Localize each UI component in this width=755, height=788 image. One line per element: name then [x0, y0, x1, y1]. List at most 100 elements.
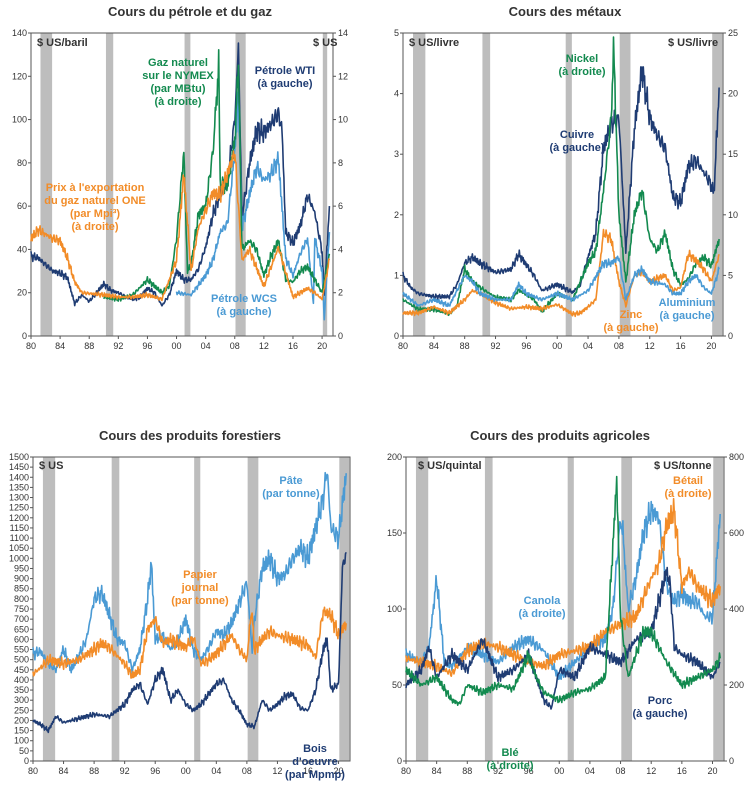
left-tick-label: 150 — [387, 528, 402, 538]
left-tick-label: 100 — [387, 604, 402, 614]
annotation-line: (à gauche) — [632, 708, 687, 720]
recession-band — [413, 33, 426, 336]
annotation-line: (à droite) — [71, 221, 118, 233]
x-tick-label: 00 — [552, 341, 562, 351]
right-tick-label: 5 — [728, 270, 733, 280]
x-tick-label: 88 — [89, 766, 99, 776]
x-tick-label: 92 — [493, 766, 503, 776]
left-tick-label: 250 — [14, 705, 29, 715]
recession-band — [184, 33, 191, 336]
x-tick-label: 08 — [616, 766, 626, 776]
right-tick-label: 2 — [338, 288, 343, 298]
left-axis-unit: $ US/livre — [409, 37, 459, 49]
series-line-1 — [30, 42, 331, 307]
left-tick-label: 4 — [394, 89, 399, 99]
series-annotation: Bois d'oeuvre (par Mpmp) — [285, 743, 345, 781]
x-tick-label: 08 — [614, 341, 624, 351]
x-tick-label: 84 — [55, 341, 65, 351]
left-tick-label: 40 — [17, 244, 27, 254]
right-tick-label: 8 — [338, 158, 343, 168]
recession-band — [565, 33, 572, 336]
left-tick-label: 700 — [14, 614, 29, 624]
annotation-line: (à gauche) — [659, 310, 714, 322]
x-tick-label: 12 — [645, 341, 655, 351]
series-annotation: Pétrole WCS (à gauche) — [211, 293, 277, 318]
series-line-3 — [103, 48, 331, 302]
series-line-2 — [405, 497, 721, 678]
recession-band — [339, 457, 350, 761]
annotation-line: Zinc — [620, 309, 643, 321]
recession-band — [482, 33, 491, 336]
left-tick-label: 1 — [394, 270, 399, 280]
left-tick-label: 0 — [394, 331, 399, 341]
x-tick-label: 08 — [242, 766, 252, 776]
right-tick-label: 6 — [338, 201, 343, 211]
x-tick-label: 20 — [317, 341, 327, 351]
annotation-line: (par MBtu) — [151, 83, 206, 95]
x-tick-label: 88 — [460, 341, 470, 351]
left-tick-label: 950 — [14, 563, 29, 573]
x-tick-label: 12 — [272, 766, 282, 776]
annotation-line: Cuivre — [560, 129, 594, 141]
left-tick-label: 1150 — [10, 523, 29, 533]
x-tick-label: 88 — [462, 766, 472, 776]
left-axis-unit: $ US/baril — [37, 37, 88, 49]
annotation-line: (par Mpmp) — [285, 769, 345, 781]
annotation-line: Aluminium — [659, 297, 716, 309]
chart-title: Cours des produits agricoles — [470, 428, 650, 443]
x-tick-label: 80 — [398, 341, 408, 351]
chart-title: Cours du pétrole et du gaz — [108, 4, 272, 19]
x-tick-label: 80 — [28, 766, 38, 776]
chart-title: Cours des produits forestiers — [99, 428, 281, 443]
annotation-line: (à droite) — [558, 66, 605, 78]
x-tick-label: 16 — [677, 766, 687, 776]
x-tick-label: 00 — [172, 341, 182, 351]
left-tick-label: 1300 — [9, 493, 29, 503]
annotation-line: d'oeuvre — [292, 756, 337, 768]
left-tick-label: 3 — [394, 149, 399, 159]
x-tick-label: 16 — [288, 341, 298, 351]
x-tick-label: 00 — [554, 766, 564, 776]
left-tick-label: 150 — [14, 726, 29, 736]
series-annotation: Aluminium (à gauche) — [659, 297, 716, 322]
series-annotation: Gaz naturel sur le NYMEX (par MBtu) (à droi… — [142, 57, 214, 108]
right-tick-label: 25 — [728, 28, 738, 38]
annotation-line: Canola — [524, 595, 562, 607]
series-line-4 — [30, 150, 331, 302]
x-tick-label: 16 — [303, 766, 313, 776]
left-tick-label: 1100 — [10, 533, 29, 543]
series-line-3 — [402, 228, 720, 318]
left-tick-label: 900 — [14, 574, 29, 584]
left-axis-unit: $ US/quintal — [418, 460, 482, 472]
annotation-line: (à droite) — [518, 608, 565, 620]
x-tick-label: 80 — [26, 341, 36, 351]
x-tick-label: 04 — [585, 766, 595, 776]
recession-band — [194, 457, 201, 761]
right-tick-label: 12 — [338, 71, 348, 81]
annotation-line: (à droite) — [486, 760, 533, 772]
series-annotation: Prix à l'exportation du gaz naturel ONE (p… — [44, 182, 145, 233]
right-tick-label: 10 — [338, 115, 348, 125]
annotation-line: Gaz naturel — [148, 57, 208, 69]
left-tick-label: 350 — [14, 685, 29, 695]
annotation-line: journal — [181, 582, 219, 594]
annotation-line: Porc — [648, 695, 672, 707]
chart-panel-1: Cours du pétrole et du gaz02040608010012… — [12, 4, 348, 351]
right-axis-unit: $ US/livre — [668, 37, 718, 49]
left-tick-label: 0 — [24, 756, 29, 766]
right-tick-label: 10 — [728, 210, 738, 220]
left-tick-label: 450 — [14, 665, 29, 675]
left-tick-label: 50 — [19, 746, 29, 756]
x-tick-label: 92 — [113, 341, 123, 351]
x-tick-label: 96 — [142, 341, 152, 351]
left-tick-label: 1450 — [9, 462, 29, 472]
x-tick-label: 20 — [707, 766, 717, 776]
recession-band — [484, 457, 493, 761]
annotation-line: (à gauche) — [216, 306, 271, 318]
left-tick-label: 80 — [17, 158, 27, 168]
annotation-line: Pâte — [279, 475, 302, 487]
x-tick-label: 92 — [120, 766, 130, 776]
x-tick-label: 12 — [646, 766, 656, 776]
